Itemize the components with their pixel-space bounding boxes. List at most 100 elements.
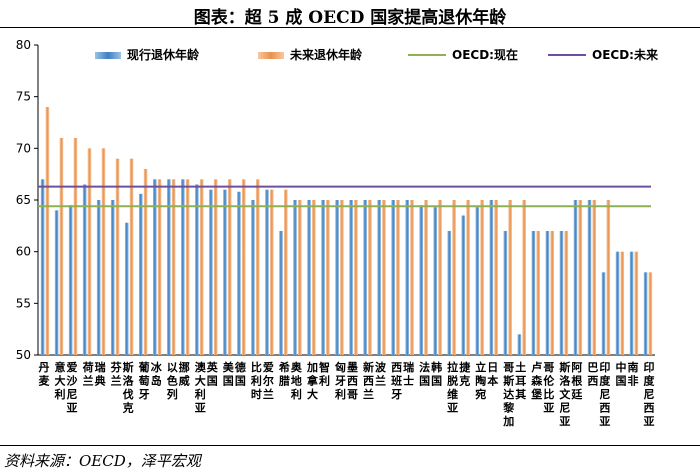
bar-current bbox=[419, 205, 424, 355]
x-tick-label: 法国 bbox=[419, 360, 430, 388]
bar-future bbox=[550, 231, 555, 355]
bar-future bbox=[157, 179, 162, 355]
legend: 现行退休年龄 未来退休年龄 OECD:现在 OECD:未来 bbox=[95, 47, 659, 62]
bar-future bbox=[564, 231, 569, 355]
x-tick-label: 斯洛文尼亚 bbox=[559, 360, 571, 428]
y-tick-label: 65 bbox=[16, 193, 31, 207]
bar-future bbox=[129, 158, 134, 355]
bar-current bbox=[54, 210, 59, 355]
reference-lines bbox=[38, 185, 651, 208]
x-tick-label: 匈牙利 bbox=[335, 360, 346, 401]
bar-current bbox=[138, 193, 143, 355]
x-tick-label: 中国 bbox=[615, 360, 626, 388]
x-tick-label: 爱沙尼亚 bbox=[67, 361, 78, 415]
x-tick-label: 西班牙 bbox=[391, 361, 402, 401]
bar-current bbox=[601, 272, 606, 355]
legend-future-label: 未来退休年龄 bbox=[289, 47, 363, 62]
bar-future bbox=[522, 200, 526, 355]
x-tick-label: 德国 bbox=[234, 360, 246, 388]
bar-current bbox=[447, 231, 452, 355]
category-labels: 丹麦意大利爱沙尼亚荷兰瑞典芬兰斯洛伐克葡萄牙冰岛以色列挪威澳大利亚英国美国德国比… bbox=[39, 360, 656, 428]
bar-future bbox=[227, 179, 232, 355]
bar-future bbox=[199, 179, 204, 355]
legend-oecd-future-label: OECD:未来 bbox=[592, 47, 659, 62]
bar-current bbox=[279, 231, 283, 355]
bar-current bbox=[503, 231, 508, 355]
bar-current bbox=[517, 334, 522, 355]
bar-future bbox=[592, 200, 597, 355]
x-tick-label: 冰岛 bbox=[151, 360, 163, 388]
bar-current bbox=[181, 179, 185, 355]
bar-current bbox=[167, 179, 171, 355]
x-tick-label: 印度尼西亚 bbox=[599, 361, 611, 428]
bar-future bbox=[508, 200, 512, 355]
x-tick-label: 奥地利 bbox=[290, 360, 303, 401]
bar-future bbox=[606, 200, 611, 355]
x-tick-label: 拉脱维亚 bbox=[447, 360, 458, 415]
x-tick-label: 哥斯达黎加 bbox=[502, 361, 515, 428]
bar-current bbox=[545, 231, 550, 355]
x-tick-label: 爱尔兰 bbox=[262, 361, 274, 401]
bar-future bbox=[213, 179, 218, 355]
bar-future bbox=[73, 138, 78, 355]
x-tick-label: 智利 bbox=[319, 360, 330, 388]
bar-future bbox=[312, 200, 316, 355]
bar-current bbox=[265, 189, 269, 355]
bar-future bbox=[298, 200, 302, 355]
bar-current bbox=[573, 200, 578, 355]
x-tick-label: 比利时 bbox=[251, 360, 262, 401]
x-tick-label: 墨西哥 bbox=[347, 361, 358, 401]
bar-current bbox=[615, 251, 620, 355]
bar-future bbox=[620, 251, 625, 355]
bar-future bbox=[87, 148, 92, 355]
legend-future-swatch bbox=[258, 52, 284, 59]
x-tick-label: 日本 bbox=[487, 361, 498, 388]
bar-future bbox=[115, 158, 120, 355]
bar-current bbox=[124, 222, 129, 355]
bar-current bbox=[68, 205, 73, 355]
x-tick-label: 澳大利亚 bbox=[195, 360, 207, 415]
bar-future bbox=[326, 200, 330, 355]
bar-future bbox=[241, 179, 246, 355]
bar-current bbox=[237, 191, 241, 355]
bar-future bbox=[171, 179, 176, 355]
bar-future bbox=[648, 272, 653, 355]
bar-current bbox=[223, 189, 227, 355]
bar-future bbox=[354, 200, 358, 355]
bar-future bbox=[255, 179, 260, 355]
y-tick-label: 80 bbox=[16, 38, 31, 52]
bar-current bbox=[251, 200, 255, 355]
bar-future bbox=[45, 107, 50, 355]
bar-future bbox=[269, 189, 274, 355]
bar-future bbox=[396, 200, 400, 355]
bar-current bbox=[559, 231, 564, 355]
x-tick-label: 印度尼西亚 bbox=[643, 361, 655, 428]
bar-current bbox=[96, 200, 101, 355]
bar-current bbox=[195, 184, 199, 355]
bar-current bbox=[335, 200, 339, 355]
bar-future bbox=[634, 251, 639, 355]
bar-current bbox=[209, 189, 213, 355]
x-tick-label: 英国 bbox=[206, 360, 219, 388]
bar-future bbox=[424, 200, 428, 355]
bar-future bbox=[536, 231, 541, 355]
bar-current bbox=[489, 200, 494, 355]
y-tick-label: 50 bbox=[16, 348, 31, 362]
x-tick-label: 卢森堡 bbox=[531, 360, 543, 401]
bar-current bbox=[110, 200, 115, 355]
footer-rule bbox=[0, 445, 700, 446]
bar-current bbox=[82, 184, 87, 355]
x-tick-label: 阿根廷 bbox=[570, 360, 583, 401]
bar-future bbox=[438, 200, 442, 355]
x-tick-label: 波兰 bbox=[375, 360, 387, 388]
x-tick-label: 芬兰 bbox=[110, 360, 123, 388]
y-tick-label: 55 bbox=[16, 296, 31, 310]
bar-future bbox=[452, 200, 456, 355]
bar-layer bbox=[40, 107, 653, 355]
x-tick-label: 巴西 bbox=[587, 361, 598, 388]
bar-future bbox=[368, 200, 372, 355]
bar-current bbox=[461, 215, 466, 355]
bar-current bbox=[349, 200, 353, 355]
bar-current bbox=[475, 207, 480, 355]
bar-future bbox=[578, 200, 583, 355]
